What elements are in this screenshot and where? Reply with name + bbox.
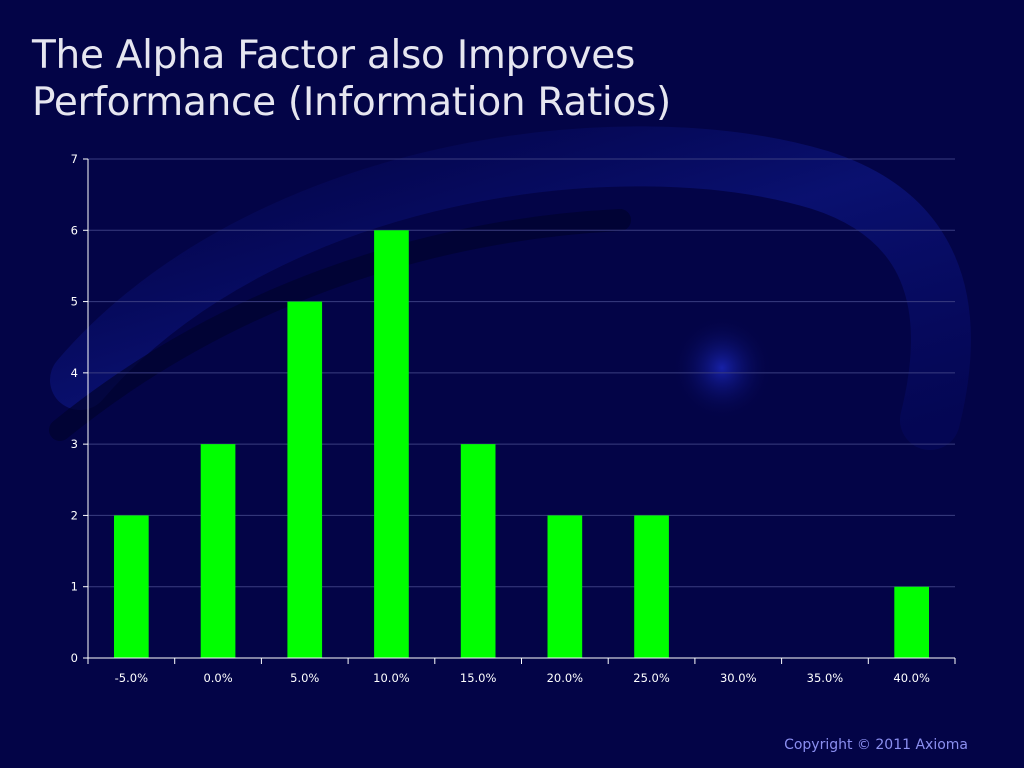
x-tick-label: 25.0% — [633, 671, 670, 685]
bar-1 — [114, 515, 149, 658]
bar-6 — [547, 515, 583, 658]
y-tick-label: 2 — [71, 508, 78, 522]
y-tick-label: 0 — [71, 651, 78, 665]
slide-title: The Alpha Factor also Improves Performan… — [32, 32, 932, 126]
y-tick-label: 7 — [71, 152, 78, 166]
x-tick-label: 35.0% — [807, 671, 844, 685]
bar-4 — [374, 230, 409, 659]
y-tick-label: 1 — [71, 580, 78, 594]
x-tick-label: 20.0% — [547, 671, 584, 685]
bar-7 — [634, 515, 669, 658]
bar-10 — [894, 586, 929, 658]
y-tick-label: 5 — [71, 295, 78, 309]
y-tick-label: 4 — [71, 366, 78, 380]
x-tick-label: 10.0% — [373, 671, 410, 685]
slide-title-line-1: The Alpha Factor also Improves — [32, 33, 635, 78]
x-tick-label: 30.0% — [720, 671, 757, 685]
x-tick-label: -5.0% — [115, 671, 148, 685]
x-tick-label: 0.0% — [203, 671, 232, 685]
bar-3 — [287, 301, 323, 658]
bar-2 — [200, 444, 236, 658]
copyright-notice: Copyright © 2011 Axioma — [784, 737, 968, 753]
y-tick-label: 6 — [71, 223, 78, 237]
y-tick-label: 3 — [71, 437, 78, 451]
x-tick-label: 40.0% — [893, 671, 930, 685]
slide-title-line-2: Performance (Information Ratios) — [32, 80, 671, 125]
x-tick-label: 15.0% — [460, 671, 497, 685]
x-tick-label: 5.0% — [290, 671, 319, 685]
bar-5 — [460, 444, 496, 658]
